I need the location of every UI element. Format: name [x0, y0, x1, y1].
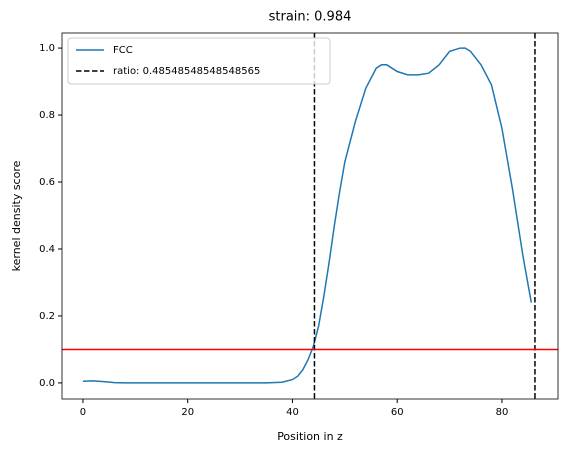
plot-frame — [61, 32, 559, 400]
y-tick-label: 1.0 — [39, 43, 55, 54]
legend-box — [67, 37, 331, 85]
x-tick-label: 0 — [80, 407, 86, 418]
x-tick-label: 40 — [286, 407, 299, 418]
y-tick-label: 0.2 — [39, 311, 55, 322]
legend-label: FCC — [113, 45, 133, 56]
x-tick-label: 20 — [181, 407, 194, 418]
x-tick-label: 80 — [496, 407, 509, 418]
legend-label: ratio: 0.48548548548548565 — [113, 66, 260, 77]
y-tick-label: 0.0 — [39, 378, 55, 389]
y-tick-label: 0.6 — [39, 177, 55, 188]
chart-title: strain: 0.984 — [269, 10, 352, 25]
line — [82, 47, 533, 384]
y-tick-label: 0.8 — [39, 110, 55, 121]
y-tick-label: 0.4 — [39, 244, 55, 255]
x-tick-label: 60 — [391, 407, 404, 418]
y-axis-label: kernel density score — [10, 160, 23, 271]
x-axis-label: Position in z — [277, 430, 343, 443]
